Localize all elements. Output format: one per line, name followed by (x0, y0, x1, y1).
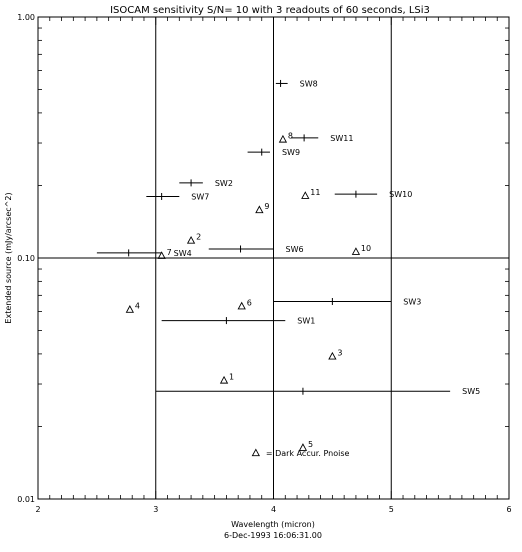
y-axis-label: Extended source (mJy/arcsec^2) (4, 192, 13, 323)
point-label: SW2 (215, 179, 233, 188)
point-label: SW11 (330, 134, 353, 143)
triangle-label: 5 (308, 440, 313, 449)
chart-footer-timestamp: 6-Dec-1993 16:06:31.00 (224, 531, 322, 540)
triangle-marker (298, 443, 308, 451)
triangle-point-7: 7 (157, 248, 172, 259)
triangle-marker (237, 301, 246, 310)
y-tick-label: 1.00 (17, 13, 35, 22)
triangle-label: 6 (247, 298, 252, 307)
triangle-point-6: 6 (237, 298, 252, 310)
triangle-label: 2 (196, 233, 201, 242)
point-sw6: SW6 (208, 245, 304, 254)
point-sw9: SW9 (247, 148, 300, 157)
point-sw4: SW4 (96, 249, 192, 258)
point-label: SW7 (191, 192, 209, 201)
point-label: SW4 (174, 249, 192, 258)
point-label: SW9 (282, 148, 300, 157)
triangle-point-3: 3 (328, 349, 342, 360)
triangle-point-8: 8 (278, 132, 293, 143)
point-label: SW1 (297, 317, 315, 326)
point-sw3: SW3 (273, 297, 421, 306)
point-sw10: SW10 (334, 190, 412, 199)
triangle-label: 1 (229, 373, 234, 382)
triangle-point-10: 10 (351, 244, 371, 255)
point-sw5: SW5 (155, 387, 480, 396)
triangle-marker (301, 191, 310, 199)
triangle-label: 10 (361, 244, 371, 253)
y-tick-label: 0.01 (17, 495, 35, 504)
triangle-marker (351, 247, 361, 255)
point-sw8: SW8 (275, 79, 318, 88)
data-marks: SW1 SW2 SW3 SW4 SW5 SW6 SW7 SW8 SW9 SW10 SW11 1 2 3 4 5… (96, 79, 480, 451)
triangle-point-11: 11 (301, 188, 320, 199)
x-tick-label: 4 (271, 505, 276, 514)
triangle-marker (328, 351, 337, 360)
triangle-marker (255, 205, 264, 214)
triangle-point-4: 4 (125, 302, 140, 313)
point-sw11: SW11 (291, 134, 353, 143)
point-label: SW5 (462, 387, 480, 396)
point-sw2: SW2 (179, 179, 233, 188)
legend-text: = Dark Accur. Pnoise (266, 449, 350, 458)
x-tick-label: 2 (35, 505, 40, 514)
point-label: SW8 (300, 79, 318, 88)
triangle-marker (157, 251, 166, 259)
triangle-label: 3 (337, 349, 342, 358)
legend-triangle-marker (251, 448, 260, 457)
triangle-point-2: 2 (186, 233, 201, 244)
triangle-point-1: 1 (219, 373, 234, 384)
triangle-marker (125, 305, 134, 313)
point-sw7: SW7 (146, 192, 209, 201)
x-tick-label: 3 (153, 505, 158, 514)
x-tick-label: 6 (506, 505, 511, 514)
point-label: SW3 (403, 297, 421, 306)
chart-title: ISOCAM sensitivity S/N= 10 with 3 readou… (110, 5, 430, 16)
triangle-marker (186, 235, 196, 244)
triangle-label: 4 (135, 302, 140, 311)
triangle-label: 11 (310, 188, 320, 197)
axis-tick-labels: 2 3 4 5 6 1.00 0.10 0.01 (17, 13, 511, 514)
point-sw1: SW1 (161, 317, 315, 326)
x-tick-label: 5 (389, 505, 394, 514)
triangle-label: 8 (288, 132, 293, 141)
triangle-point-5: 5 (298, 440, 313, 451)
axis-ticks (37, 16, 510, 500)
legend: = Dark Accur. Pnoise (251, 448, 350, 458)
point-label: SW6 (286, 245, 304, 254)
x-axis-label: Wavelength (micron) (231, 520, 315, 529)
triangle-point-9: 9 (255, 202, 269, 214)
triangle-label: 7 (167, 248, 172, 257)
triangle-label: 9 (264, 202, 269, 211)
y-tick-label: 0.10 (17, 254, 35, 263)
triangle-marker (219, 375, 229, 384)
triangle-marker (278, 134, 288, 143)
point-label: SW10 (389, 190, 412, 199)
gridlines (38, 17, 509, 499)
